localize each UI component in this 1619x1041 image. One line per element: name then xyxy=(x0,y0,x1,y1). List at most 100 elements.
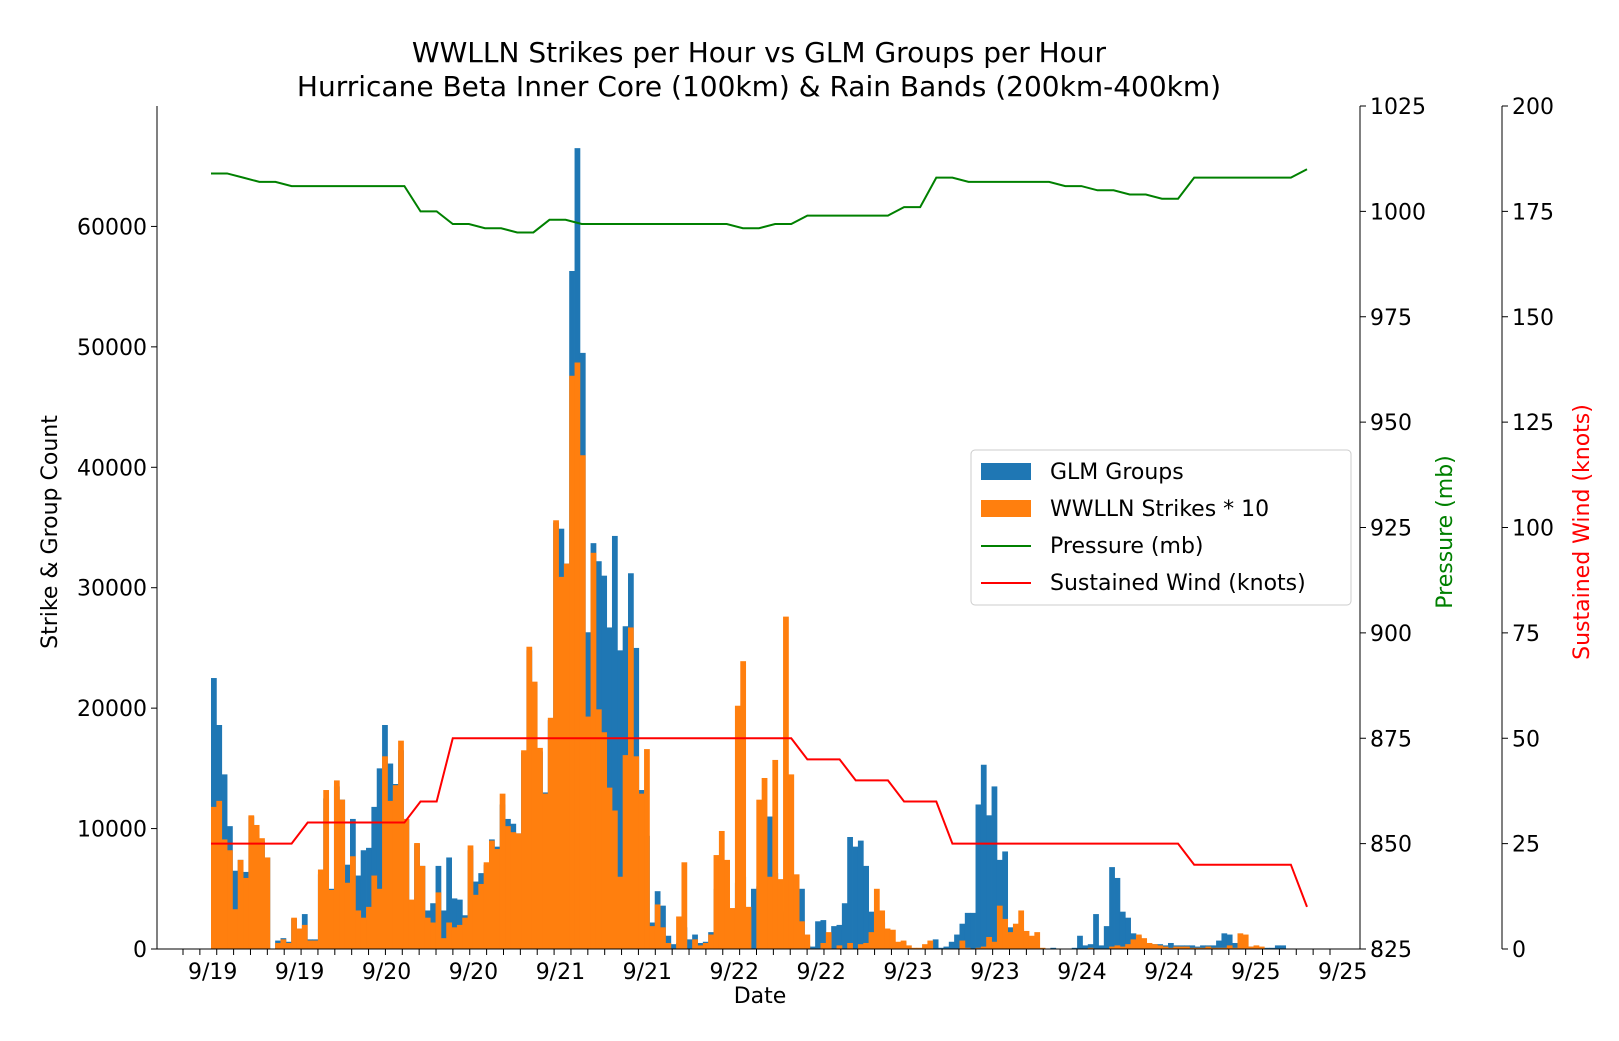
y-tick-label-left: 40000 xyxy=(77,456,147,481)
wwlln-bar xyxy=(360,917,367,949)
y-axis-label-wind: Sustained Wind (knots) xyxy=(1570,404,1595,660)
y-tick-label-left: 50000 xyxy=(77,336,147,361)
y-tick-label-pressure: 1000 xyxy=(1370,200,1426,225)
wwlln-bar xyxy=(1189,947,1196,949)
y-tick-label-left: 0 xyxy=(133,938,147,963)
glm-bar xyxy=(1189,945,1196,949)
wwlln-bar xyxy=(1034,932,1041,949)
wwlln-bar xyxy=(371,875,378,949)
wwlln-bar xyxy=(521,750,527,949)
wwlln-bar xyxy=(542,793,549,949)
wwlln-bar xyxy=(558,576,565,949)
wwlln-bar xyxy=(820,942,827,949)
wwlln-bar xyxy=(884,928,891,949)
glm-bar xyxy=(1119,911,1126,949)
glm-bar xyxy=(799,888,805,949)
wwlln-bar xyxy=(724,859,730,949)
wwlln-bar xyxy=(472,894,479,949)
wwlln-bars xyxy=(211,362,1265,949)
wwlln-bar xyxy=(601,732,608,949)
glm-bar xyxy=(1274,945,1281,949)
wwlln-bar xyxy=(761,777,768,949)
y-tick-label-wind: 100 xyxy=(1512,517,1554,542)
glm-bar xyxy=(847,837,853,949)
wwlln-bar xyxy=(900,940,907,949)
x-tick-label: 9/22 xyxy=(710,960,759,985)
wwlln-bar xyxy=(681,862,688,949)
wwlln-bar xyxy=(494,849,501,949)
y-tick-label-pressure: 925 xyxy=(1370,517,1412,542)
glm-bar xyxy=(964,912,971,949)
wwlln-bar xyxy=(863,942,869,949)
wwlln-bar xyxy=(510,832,517,949)
glm-bar xyxy=(948,941,955,949)
wwlln-bar xyxy=(462,917,469,949)
wind-line xyxy=(211,737,1308,908)
wwlln-bar xyxy=(697,945,704,949)
glm-bar xyxy=(857,840,864,949)
wwlln-bar xyxy=(702,942,709,949)
wwlln-bar xyxy=(350,856,356,949)
glm-bar xyxy=(980,764,987,949)
wwlln-bar xyxy=(799,921,805,949)
glm-bar xyxy=(1226,934,1233,949)
wwlln-bar xyxy=(633,756,640,949)
wwlln-bar xyxy=(366,906,372,949)
y-tick-label-left: 10000 xyxy=(77,818,147,843)
wwlln-bar xyxy=(692,939,698,949)
wwlln-bar xyxy=(398,740,404,949)
wwlln-bar xyxy=(221,839,228,949)
glm-bar xyxy=(836,924,843,949)
glm-bar xyxy=(665,935,672,949)
wwlln-bar xyxy=(307,940,313,949)
wwlln-bar xyxy=(777,879,784,949)
legend-swatch-glm xyxy=(981,463,1031,480)
wwlln-bar xyxy=(649,926,656,949)
x-tick-label: 9/21 xyxy=(536,960,585,985)
x-tick-label: 9/19 xyxy=(275,960,324,985)
wwlln-bar xyxy=(847,942,853,949)
x-tick-label: 9/24 xyxy=(1057,960,1106,985)
y-tick-label-left: 30000 xyxy=(77,577,147,602)
wwlln-bar xyxy=(628,627,634,949)
glm-bar xyxy=(954,934,960,949)
glm-bar xyxy=(1077,935,1083,949)
glm-bar xyxy=(815,921,821,949)
glm-bar xyxy=(1216,940,1222,949)
wwlln-bar xyxy=(788,774,795,949)
wwlln-bar xyxy=(478,883,485,949)
glm-bar xyxy=(863,865,869,949)
wwlln-bar xyxy=(579,455,586,949)
wwlln-bar xyxy=(617,876,624,949)
wwlln-bar xyxy=(1039,947,1046,949)
wwlln-bar xyxy=(745,906,752,949)
wwlln-bar xyxy=(718,830,725,949)
glm-bar xyxy=(1087,944,1094,949)
wwlln-bar xyxy=(259,838,265,949)
wwlln-bar xyxy=(1237,933,1244,949)
wwlln-bar xyxy=(767,876,773,949)
wwlln-bar xyxy=(547,717,554,949)
wwlln-bar xyxy=(1012,923,1019,949)
wwlln-bar xyxy=(1242,934,1249,949)
legend-label-pressure: Pressure (mb) xyxy=(1050,534,1204,559)
wwlln-bar xyxy=(1248,946,1254,949)
y-tick-label-wind: 0 xyxy=(1512,938,1526,963)
x-tick-label: 9/24 xyxy=(1144,960,1193,985)
glm-bar xyxy=(1269,947,1276,949)
x-tick-label: 9/20 xyxy=(362,960,411,985)
x-tick-label: 9/19 xyxy=(188,960,237,985)
wwlln-bar xyxy=(291,917,297,949)
wwlln-bar xyxy=(408,899,415,949)
glm-bar xyxy=(366,847,372,949)
wwlln-bar xyxy=(1178,946,1185,949)
wwlln-bar xyxy=(499,793,506,949)
wwlln-bar xyxy=(1018,910,1025,949)
wwlln-bar xyxy=(248,815,255,949)
tick-labels: 0100002000030000400005000060000825850875… xyxy=(77,95,1554,985)
wwlln-bar xyxy=(622,755,629,949)
wwlln-bar xyxy=(868,932,875,949)
x-tick-label: 9/25 xyxy=(1231,960,1280,985)
wwlln-bar xyxy=(922,944,928,949)
